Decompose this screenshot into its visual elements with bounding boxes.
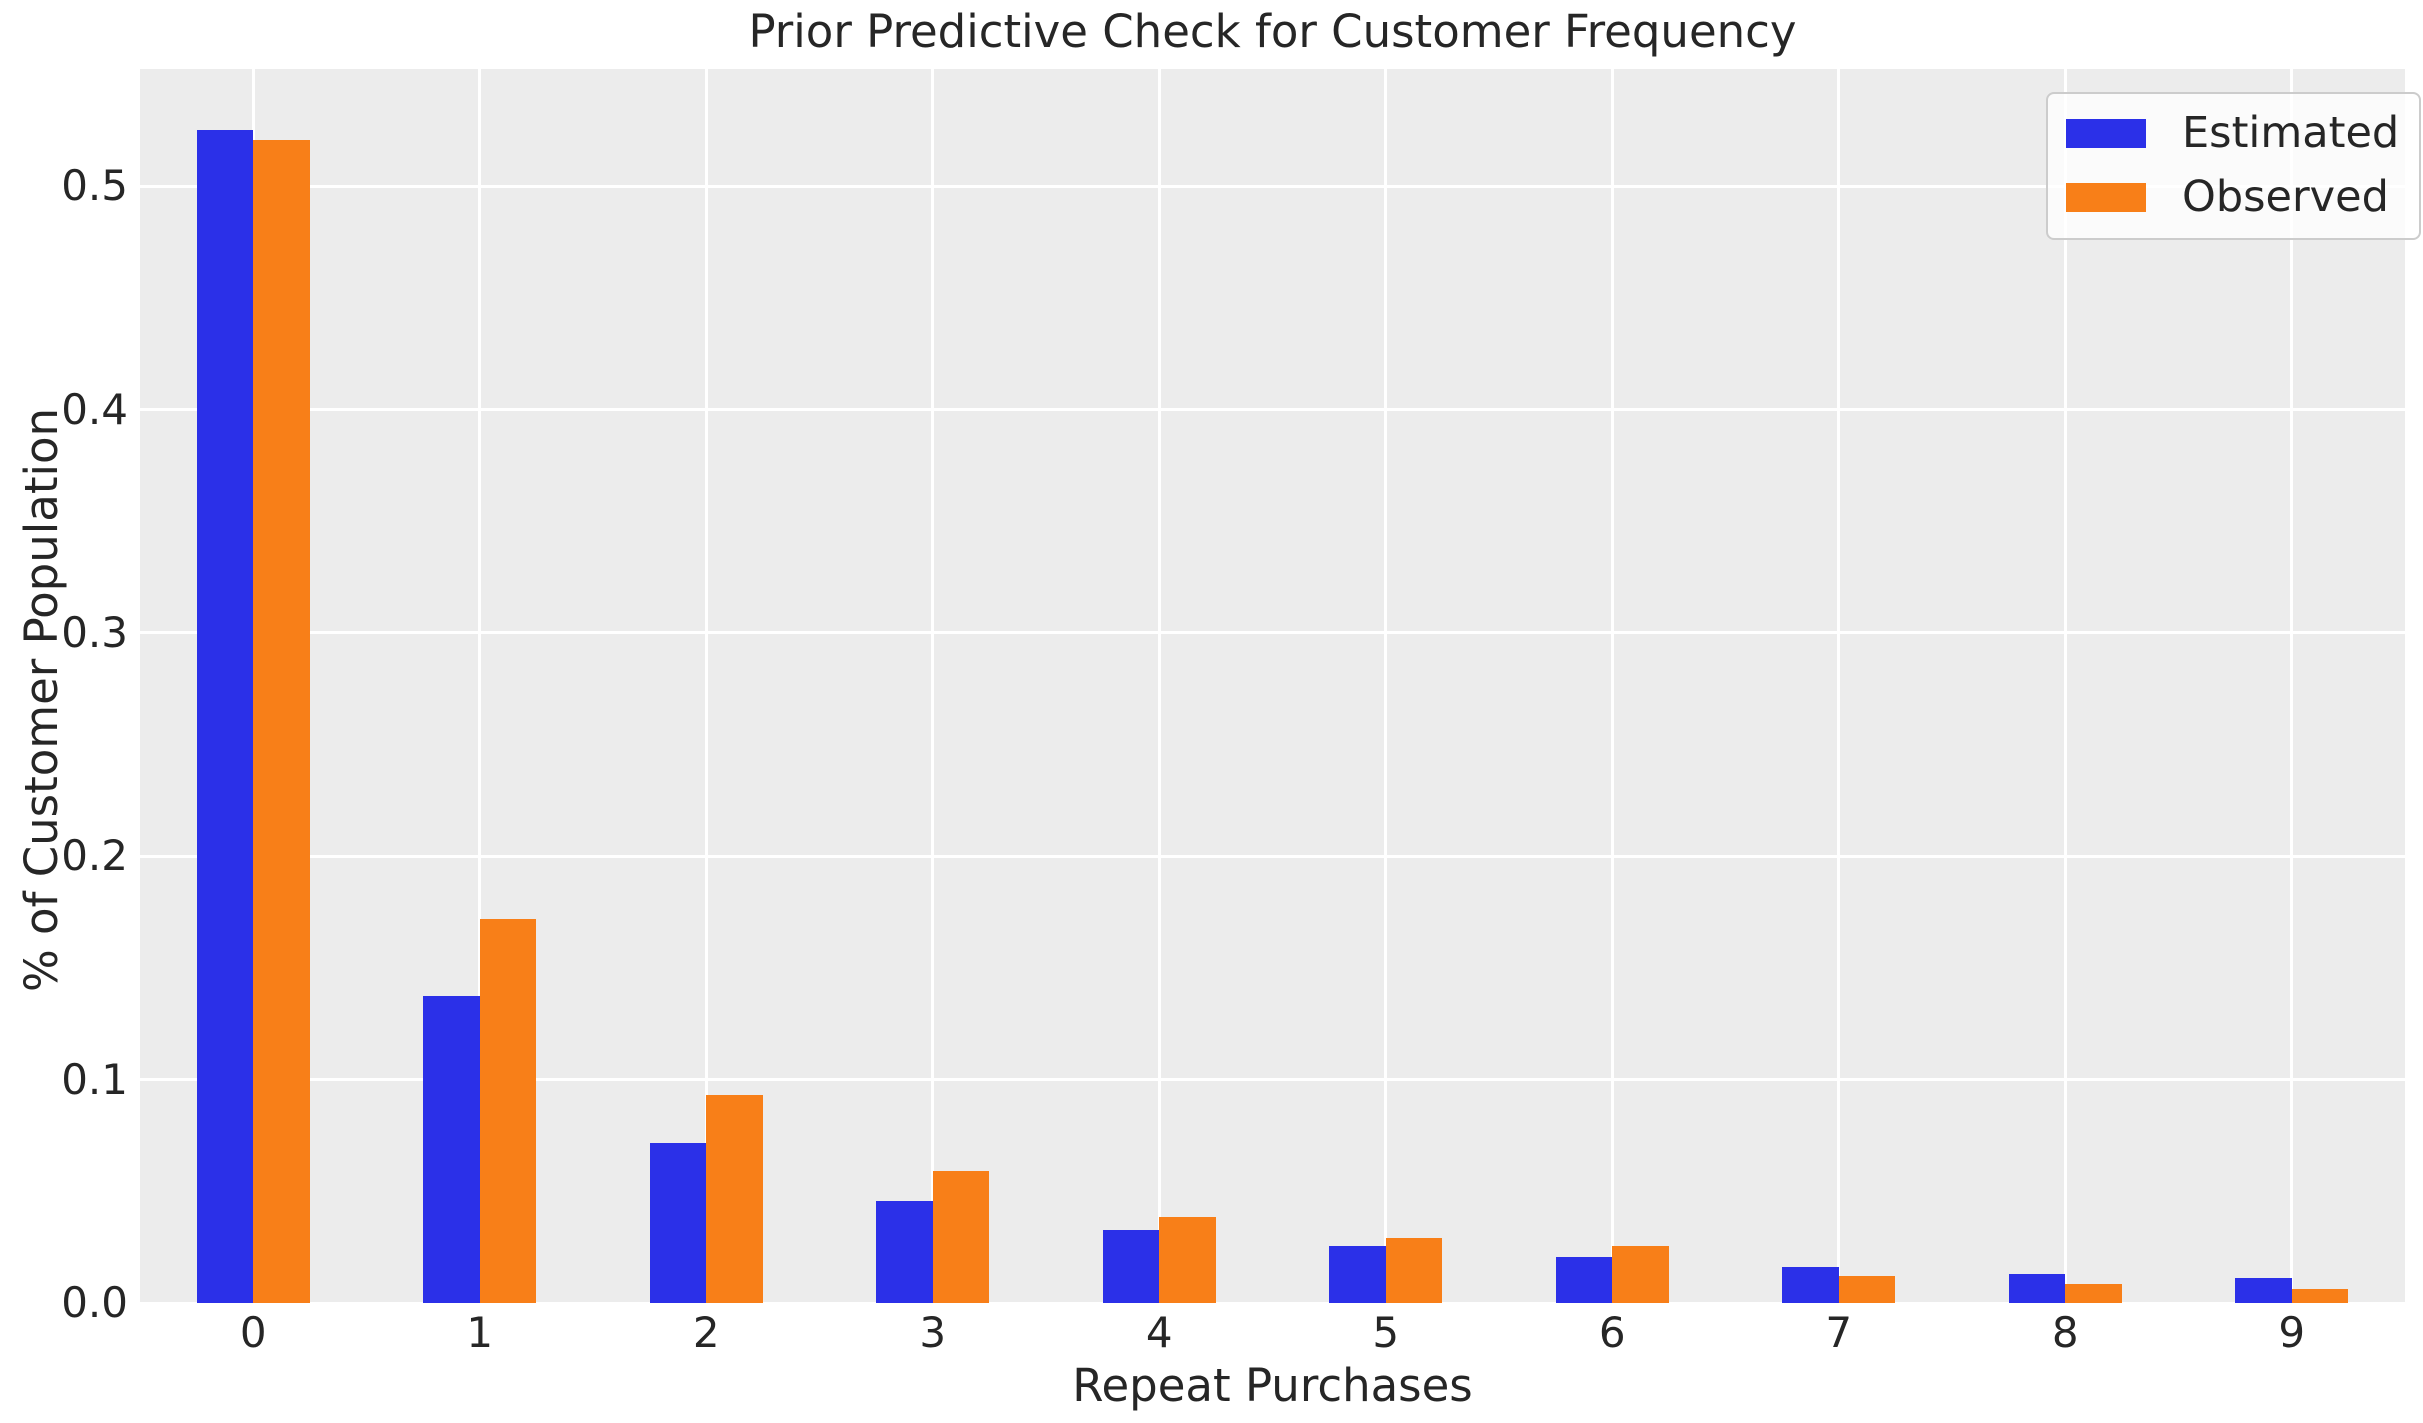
- bar-observed-6: [1612, 1245, 1669, 1303]
- y-axis-label: % of Customer Population: [15, 407, 68, 993]
- y-gridline-0.5: [140, 184, 2405, 188]
- y-tick-label-0.1: 0.1: [61, 1054, 128, 1104]
- legend-label-observed: Observed: [2182, 172, 2389, 222]
- x-tick-label-1: 1: [466, 1308, 494, 1357]
- y-tick-label-0.3: 0.3: [61, 607, 128, 657]
- bar-observed-0: [253, 140, 310, 1303]
- x-tick-label-8: 8: [2051, 1308, 2079, 1357]
- plot-area: [140, 69, 2405, 1303]
- bar-estimated-0: [196, 129, 254, 1303]
- legend-entry-estimated: Estimated: [2066, 108, 2399, 158]
- x-gridline-1: [478, 69, 482, 1303]
- chart-title: Prior Predictive Check for Customer Freq…: [748, 5, 1797, 58]
- bar-estimated-9: [2235, 1277, 2292, 1303]
- bar-observed-4: [1159, 1217, 1216, 1303]
- bar-estimated-2: [649, 1143, 707, 1303]
- x-gridline-6: [1610, 69, 1614, 1303]
- bar-estimated-1: [423, 996, 480, 1303]
- y-gridline-0.4: [140, 408, 2405, 412]
- x-gridline-7: [1837, 69, 1841, 1303]
- y-tick-label-0.4: 0.4: [61, 384, 128, 434]
- x-tick-label-7: 7: [1825, 1308, 1853, 1357]
- bar-estimated-6: [1555, 1256, 1613, 1303]
- x-gridline-2: [704, 69, 708, 1303]
- x-tick-label-3: 3: [919, 1308, 947, 1357]
- x-axis-label: Repeat Purchases: [1072, 1359, 1473, 1412]
- legend: Estimated Observed: [2046, 92, 2422, 240]
- y-tick-label-0.0: 0.0: [61, 1278, 128, 1327]
- bar-estimated-7: [1782, 1267, 1839, 1303]
- y-tick-label-0.2: 0.2: [61, 831, 128, 881]
- bar-observed-1: [479, 919, 537, 1303]
- bar-observed-9: [2291, 1288, 2349, 1303]
- y-gridline-0.2: [140, 854, 2405, 858]
- legend-swatch-estimated: [2066, 118, 2146, 148]
- y-gridline-0.1: [140, 1078, 2405, 1082]
- x-gridline-9: [2290, 69, 2294, 1303]
- x-gridline-4: [1157, 69, 1161, 1303]
- bar-estimated-3: [876, 1200, 933, 1303]
- x-tick-label-2: 2: [692, 1308, 720, 1357]
- legend-label-estimated: Estimated: [2182, 108, 2400, 158]
- bar-observed-5: [1385, 1237, 1443, 1303]
- x-tick-label-5: 5: [1372, 1308, 1400, 1357]
- bar-estimated-8: [2008, 1273, 2066, 1303]
- bar-estimated-4: [1102, 1229, 1160, 1303]
- x-gridline-8: [2063, 69, 2067, 1303]
- bar-estimated-5: [1329, 1245, 1386, 1303]
- x-gridline-3: [931, 69, 935, 1303]
- bar-observed-7: [1838, 1276, 1896, 1303]
- x-gridline-5: [1384, 69, 1388, 1303]
- legend-entry-observed: Observed: [2066, 172, 2399, 222]
- y-gridline-0.0: [140, 1301, 2405, 1303]
- x-tick-label-4: 4: [1145, 1308, 1173, 1357]
- bar-observed-2: [706, 1095, 763, 1303]
- x-tick-label-9: 9: [2278, 1308, 2306, 1357]
- x-tick-label-0: 0: [239, 1308, 267, 1357]
- x-tick-label-6: 6: [1598, 1308, 1626, 1357]
- bar-observed-3: [932, 1171, 990, 1303]
- y-gridline-0.3: [140, 631, 2405, 635]
- y-tick-label-0.5: 0.5: [61, 161, 128, 211]
- legend-swatch-observed: [2066, 182, 2146, 212]
- bar-observed-8: [2065, 1284, 2122, 1303]
